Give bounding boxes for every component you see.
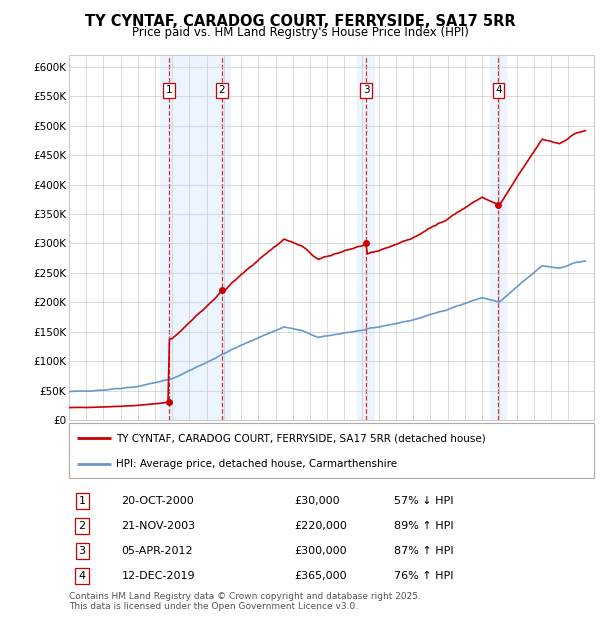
Text: 4: 4: [495, 86, 502, 95]
Text: 20-OCT-2000: 20-OCT-2000: [121, 496, 194, 506]
Text: Contains HM Land Registry data © Crown copyright and database right 2025.
This d: Contains HM Land Registry data © Crown c…: [69, 592, 421, 611]
Bar: [358, 55, 375, 420]
Text: 21-NOV-2003: 21-NOV-2003: [121, 521, 196, 531]
Text: 57% ↓ HPI: 57% ↓ HPI: [395, 496, 454, 506]
Text: 89% ↑ HPI: 89% ↑ HPI: [395, 521, 454, 531]
Text: 12-DEC-2019: 12-DEC-2019: [121, 571, 195, 581]
Text: Price paid vs. HM Land Registry's House Price Index (HPI): Price paid vs. HM Land Registry's House …: [131, 26, 469, 39]
Text: £220,000: £220,000: [295, 521, 347, 531]
Text: 87% ↑ HPI: 87% ↑ HPI: [395, 546, 454, 556]
Text: 2: 2: [219, 86, 226, 95]
FancyBboxPatch shape: [69, 423, 594, 478]
Text: £30,000: £30,000: [295, 496, 340, 506]
Text: 3: 3: [79, 546, 86, 556]
Text: TY CYNTAF, CARADOG COURT, FERRYSIDE, SA17 5RR (detached house): TY CYNTAF, CARADOG COURT, FERRYSIDE, SA1…: [116, 433, 486, 443]
Text: 76% ↑ HPI: 76% ↑ HPI: [395, 571, 454, 581]
Text: £300,000: £300,000: [295, 546, 347, 556]
Text: 4: 4: [79, 571, 86, 581]
Text: 1: 1: [166, 86, 172, 95]
Text: 2: 2: [79, 521, 86, 531]
Bar: [160, 55, 230, 420]
Text: HPI: Average price, detached house, Carmarthenshire: HPI: Average price, detached house, Carm…: [116, 459, 397, 469]
Text: 1: 1: [79, 496, 86, 506]
Text: 3: 3: [363, 86, 370, 95]
Text: TY CYNTAF, CARADOG COURT, FERRYSIDE, SA17 5RR: TY CYNTAF, CARADOG COURT, FERRYSIDE, SA1…: [85, 14, 515, 29]
Bar: [490, 55, 507, 420]
Text: £365,000: £365,000: [295, 571, 347, 581]
Text: 05-APR-2012: 05-APR-2012: [121, 546, 193, 556]
